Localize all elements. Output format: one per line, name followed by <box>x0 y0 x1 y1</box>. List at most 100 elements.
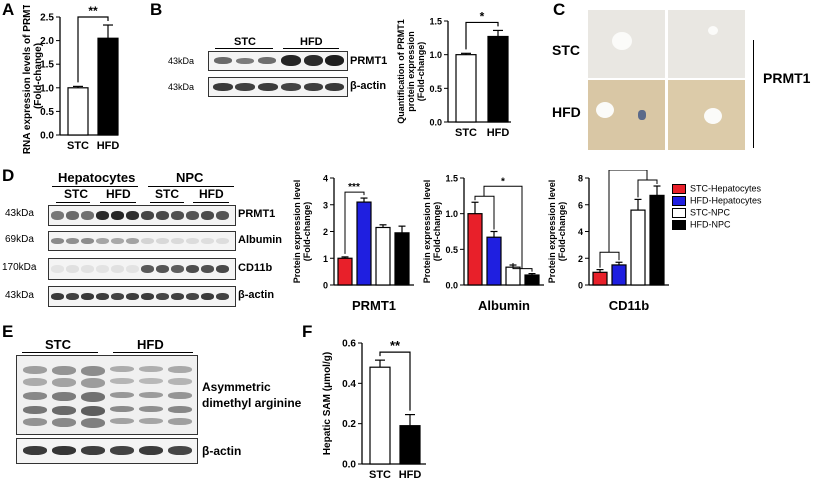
y-tick-label: 0.4 <box>342 379 356 390</box>
y-tick-label: 0.0 <box>429 118 442 128</box>
x-tick-label: STC <box>455 127 477 139</box>
y-axis-label: Protein expression level <box>547 180 557 284</box>
panel-c-row-hfd: HFD <box>552 104 581 120</box>
significance-bracket <box>608 170 648 253</box>
bar <box>97 37 119 136</box>
blot-band <box>258 57 276 64</box>
significance-bracket <box>344 191 365 254</box>
blot-band <box>66 293 79 300</box>
bar <box>630 209 646 286</box>
legend-swatch <box>672 183 686 194</box>
blot-band <box>51 238 64 244</box>
bar <box>356 201 372 286</box>
blot-band <box>126 293 139 300</box>
blot-band <box>156 211 169 220</box>
panel-b-mw-actin: 43kDa <box>168 82 195 92</box>
y-tick-label: 0.5 <box>40 107 54 118</box>
panel-e-protein-adma-1: Asymmetric <box>202 380 271 394</box>
blot-band <box>139 378 163 384</box>
legend-swatch <box>672 219 686 230</box>
legend-label: STC-Hepatocytes <box>690 183 762 194</box>
blot-band <box>110 406 134 412</box>
panel-d-sub-stc-2: STC <box>155 187 179 201</box>
legend-item: STC-NPC <box>672 207 730 218</box>
panel-d-label: D <box>2 166 15 185</box>
y-tick-label: 0 <box>578 281 583 291</box>
chart-title: CD11b <box>609 298 650 313</box>
panel-d-subline <box>100 202 136 203</box>
panel-b-group-stc: STC <box>234 36 256 48</box>
blot-band <box>110 446 134 455</box>
y-tick-label: 2 <box>578 254 583 264</box>
vessel <box>704 108 722 124</box>
blot-band <box>171 265 184 273</box>
panel-e-group-hfd: HFD <box>137 337 164 352</box>
blot-band <box>81 211 94 220</box>
blot-band <box>258 83 278 91</box>
blot-band <box>110 378 134 384</box>
blot-band <box>281 83 301 91</box>
panel-d-subline <box>193 202 229 203</box>
blot-band <box>216 211 229 220</box>
bar <box>486 236 502 286</box>
blot-band <box>325 55 344 66</box>
blot-band <box>111 238 124 244</box>
panel-e-actin-blot <box>16 438 198 464</box>
blot-band <box>201 293 214 300</box>
blot-band <box>23 418 47 426</box>
blot-band <box>139 418 163 424</box>
panel-e-protein-adma-2: dimethyl arginine <box>202 396 302 410</box>
panel-d-prmt1-blot <box>48 205 236 226</box>
significance-label: ** <box>624 170 632 171</box>
y-tick-label: 1.5 <box>429 17 442 27</box>
ihc-hfd-image-2 <box>668 80 745 150</box>
blot-band <box>216 265 229 273</box>
blot-band <box>235 83 255 91</box>
stain-spot <box>638 110 646 120</box>
blot-band <box>171 293 184 300</box>
blot-band <box>51 265 64 273</box>
panel-d-sub-hfd-1: HFD <box>106 187 131 201</box>
panel-d-chart-cd11b: 0 2 4 6 8 Protein expression level (Fold-chang… <box>547 170 669 313</box>
blot-band <box>126 238 139 244</box>
blot-band <box>81 238 94 244</box>
y-tick-label: 6 <box>578 200 583 210</box>
y-axis-label: Protein expression level <box>292 180 302 284</box>
blot-band <box>139 406 163 412</box>
panel-a-chart: 0.0 0.5 1.0 1.5 2.0 2.5 RNA expression levels … <box>22 5 119 154</box>
blot-band <box>325 83 344 91</box>
blot-band <box>52 392 76 401</box>
blot-band <box>171 211 184 220</box>
blot-band <box>111 293 124 300</box>
blot-band <box>126 265 139 273</box>
vessel <box>596 102 614 118</box>
significance-label: ** <box>88 5 98 18</box>
panel-d-protein-prmt1: PRMT1 <box>238 208 276 220</box>
panel-d-mw-cd11b: 170kDa <box>2 262 37 273</box>
panel-d-albumin-blot <box>48 231 236 251</box>
blot-band <box>201 265 214 273</box>
y-axis-label: Protein expression level <box>422 180 432 284</box>
blot-band <box>51 211 64 220</box>
blot-band <box>81 392 105 402</box>
legend-item: STC-Hepatocytes <box>672 183 761 194</box>
blot-band <box>304 83 323 91</box>
blot-band <box>216 293 229 300</box>
blot-band <box>141 293 154 300</box>
significance-bracket <box>465 21 499 50</box>
x-tick-label: STC <box>67 140 89 152</box>
bar <box>524 274 540 286</box>
legend-label: HFD-NPC <box>690 219 731 230</box>
y-tick-label: 1.5 <box>445 174 458 184</box>
significance-bracket <box>483 185 523 269</box>
blot-band <box>139 446 163 455</box>
bar <box>505 266 521 286</box>
blot-band <box>213 83 233 91</box>
y-tick-label: 1.0 <box>445 209 458 219</box>
blot-band <box>23 366 47 374</box>
blot-band <box>23 378 47 386</box>
panel-b-group-hfd: HFD <box>300 36 323 48</box>
blot-band <box>236 58 254 64</box>
y-tick-label: 4 <box>578 227 583 237</box>
panel-d-sub-hfd-2: HFD <box>199 187 224 201</box>
